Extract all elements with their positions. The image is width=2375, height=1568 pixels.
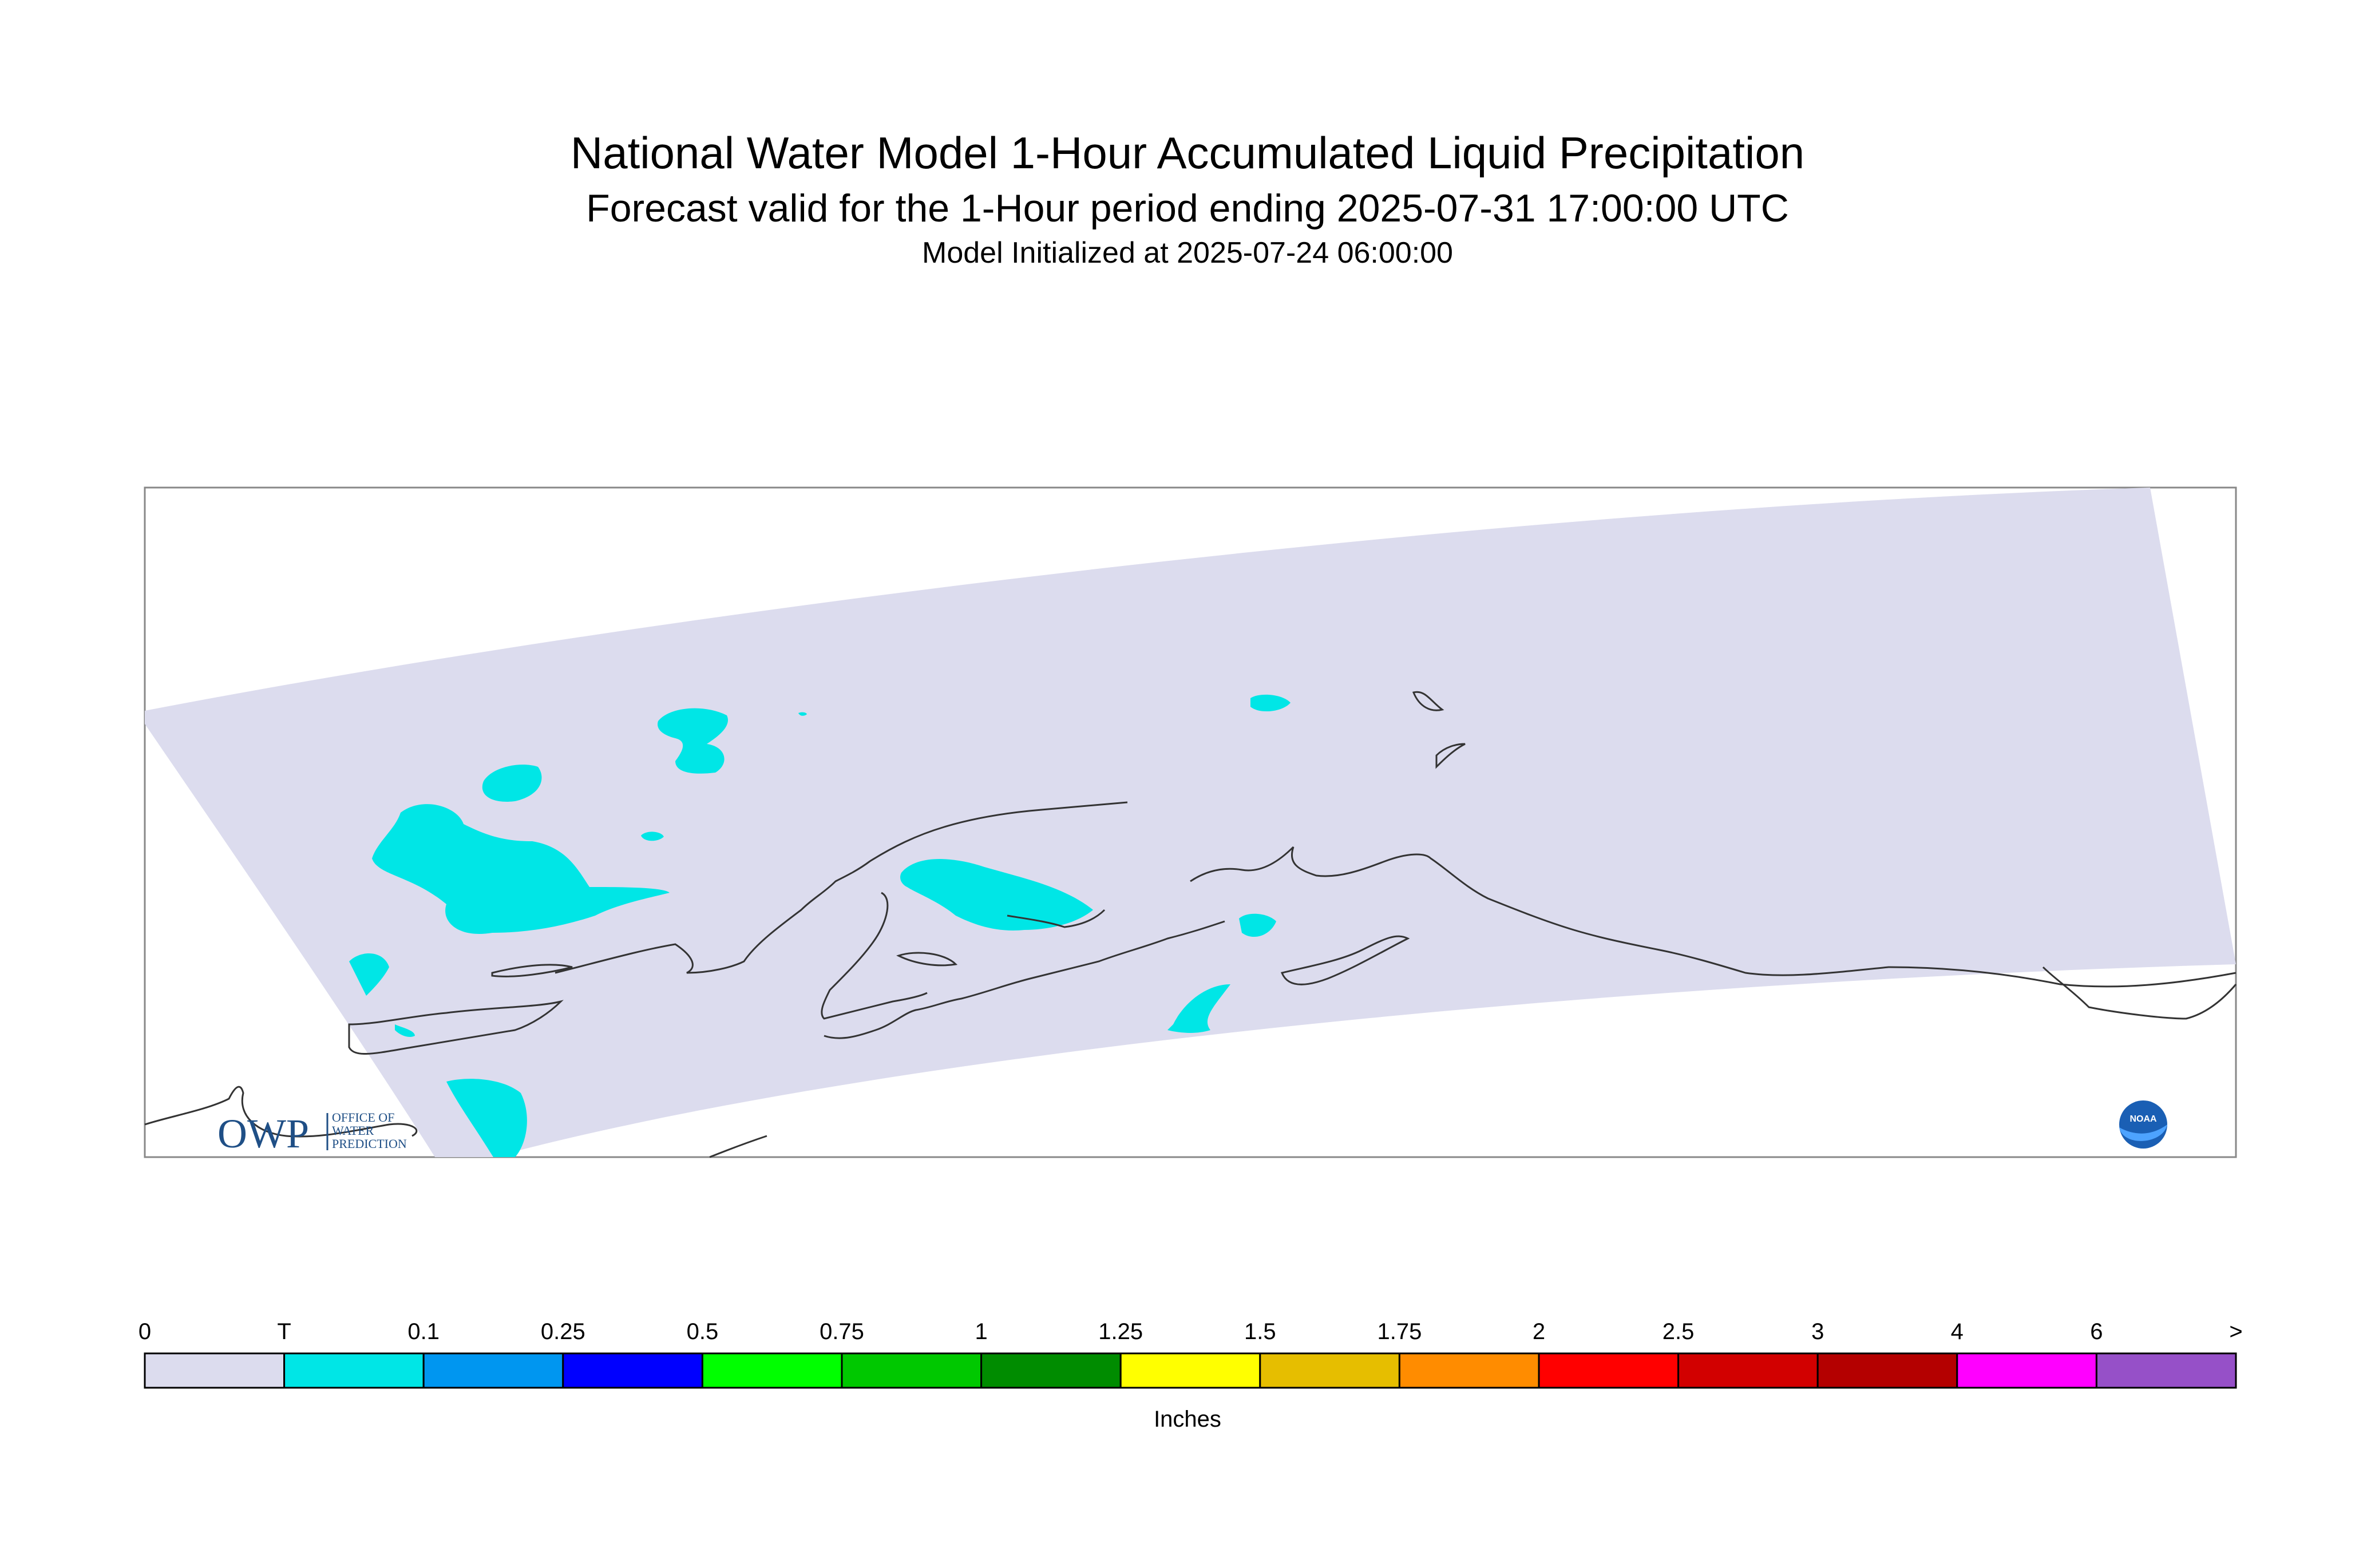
colorbar-swatch	[1956, 1352, 2097, 1389]
colorbar-label: 1.5	[1244, 1319, 1276, 1344]
coastline-island	[1412, 691, 1444, 711]
colorbar-label: 0.25	[540, 1319, 585, 1344]
colorbar-swatch	[1259, 1352, 1400, 1389]
coastline-southwest	[144, 1086, 418, 1138]
coastline-island	[1280, 935, 1410, 985]
colorbar-label: T	[277, 1319, 291, 1344]
precip-area	[446, 1079, 527, 1157]
coastline-peninsula	[824, 920, 1225, 1039]
colorbar-label: 4	[1950, 1319, 1964, 1344]
colorbar-label: 0.5	[686, 1319, 719, 1344]
precip-area	[349, 953, 389, 996]
owp-logo-line3: PREDICTION	[332, 1137, 407, 1151]
precip-area	[900, 859, 1093, 930]
coastline-island	[896, 952, 958, 967]
colorbar-swatch	[1398, 1352, 1540, 1389]
colorbar-label: 6	[2090, 1319, 2103, 1344]
colorbar-swatch	[980, 1352, 1122, 1389]
precip-area	[395, 1024, 415, 1037]
colorbar-label: 0	[138, 1319, 152, 1344]
coastline-south	[348, 1000, 564, 1055]
model-init-subtitle: Model Initialized at 2025-07-24 06:00:00	[922, 236, 1453, 270]
trace-precip-areas	[349, 694, 1291, 1157]
noaa-logo-text: NOAA	[2129, 1114, 2157, 1124]
colorbar-swatch	[562, 1352, 703, 1389]
coastlines	[144, 691, 2237, 1158]
colorbar-label: 2.5	[1662, 1319, 1695, 1344]
colorbar-swatch	[701, 1352, 843, 1389]
colorbar-label: 1.75	[1377, 1319, 1422, 1344]
precip-area	[658, 708, 728, 774]
coastline-mainland	[555, 801, 2237, 1020]
noaa-logo: NOAA	[2119, 1100, 2167, 1149]
colorbar-label: 2	[1532, 1319, 1546, 1344]
colorbar-label: 0.75	[820, 1319, 864, 1344]
owp-logo-mark: OWP	[217, 1111, 309, 1157]
chart-title: National Water Model 1-Hour Accumulated …	[570, 128, 1805, 178]
colorbar-swatch	[144, 1352, 286, 1389]
colorbar-swatch	[1119, 1352, 1261, 1389]
owp-logo: OWP OFFICE OF WATER PREDICTION	[217, 1110, 407, 1157]
colorbar-label: >	[2229, 1319, 2243, 1344]
coastline-chukotka	[2042, 966, 2237, 1020]
colorbar-label: 3	[1811, 1319, 1824, 1344]
colorbar-swatch	[841, 1352, 983, 1389]
coastline-island	[491, 964, 573, 977]
colorbar-swatch	[422, 1352, 564, 1389]
legend-units: Inches	[1154, 1407, 1221, 1432]
owp-logo-line1: OFFICE OF	[332, 1110, 394, 1124]
model-domain	[145, 488, 2236, 1157]
precip-area	[372, 804, 670, 934]
colorbar-swatch	[1816, 1352, 1958, 1389]
precip-area	[482, 765, 542, 802]
colorbar-label: 1	[975, 1319, 988, 1344]
colorbar-swatch	[1538, 1352, 1680, 1389]
colorbar-swatches	[144, 1352, 2237, 1389]
precip-area	[1167, 984, 1230, 1033]
precip-area	[1239, 913, 1276, 937]
coastline-bottom	[709, 1135, 767, 1158]
colorbar-swatch	[2095, 1352, 2237, 1389]
colorbar-label: 1.25	[1098, 1319, 1143, 1344]
precip-area	[641, 831, 664, 841]
colorbar-swatch	[283, 1352, 425, 1389]
colorbar-label: 0.1	[407, 1319, 440, 1344]
coastline-island	[1435, 743, 1466, 769]
precip-area	[798, 712, 807, 716]
forecast-valid-subtitle: Forecast valid for the 1-Hour period end…	[586, 187, 1789, 230]
precip-area	[1250, 694, 1291, 712]
colorbar-swatch	[1677, 1352, 1819, 1389]
owp-logo-line2: WATER	[332, 1123, 374, 1138]
